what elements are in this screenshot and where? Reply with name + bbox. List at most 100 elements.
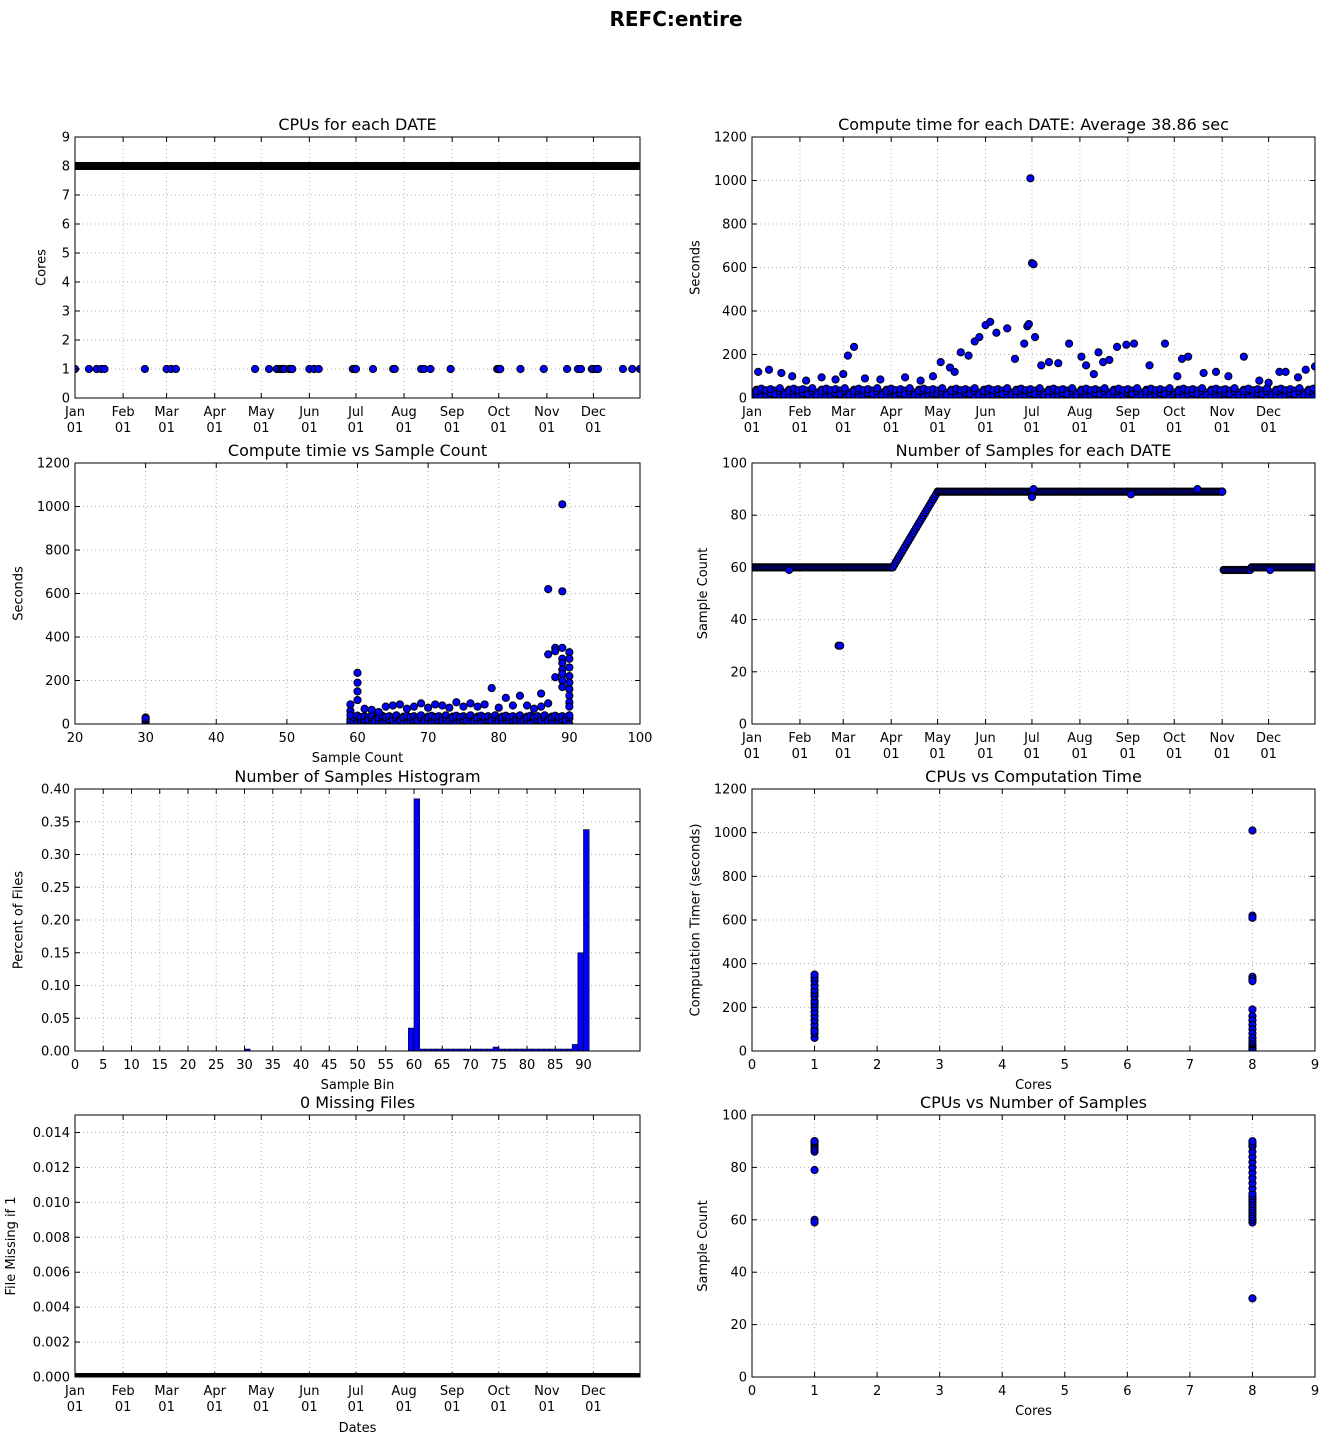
data-point bbox=[539, 364, 548, 374]
data-point bbox=[516, 364, 525, 374]
x-tick-label: Oct bbox=[1163, 731, 1185, 746]
data-point bbox=[876, 375, 885, 384]
y-tick-label: 0.004 bbox=[33, 1301, 70, 1316]
data-point bbox=[381, 702, 390, 711]
y-axis-label: Sample Count bbox=[696, 548, 711, 639]
data-point bbox=[839, 369, 848, 379]
chart-title: 0 Missing Files bbox=[300, 1093, 415, 1112]
x-tick-sublabel: 01 bbox=[1120, 747, 1137, 762]
data-point bbox=[1026, 174, 1035, 183]
data-point bbox=[1029, 260, 1038, 269]
x-tick-sublabel: 01 bbox=[158, 421, 175, 436]
data-point bbox=[1211, 367, 1221, 376]
data-point bbox=[416, 699, 426, 708]
x-tick-label: 90 bbox=[561, 731, 578, 746]
x-tick-sublabel: 01 bbox=[539, 1400, 556, 1415]
x-tick-sublabel: 01 bbox=[206, 1400, 223, 1415]
data-point bbox=[360, 704, 369, 713]
y-tick-label: 0.15 bbox=[41, 946, 70, 961]
y-tick-label: 80 bbox=[730, 1161, 747, 1176]
y-tick-label: 0.014 bbox=[33, 1126, 70, 1141]
data-point bbox=[843, 351, 852, 360]
x-tick-sublabel: 01 bbox=[1214, 421, 1231, 436]
dense-band bbox=[75, 162, 640, 170]
y-tick-label: 1200 bbox=[37, 457, 70, 472]
data-point bbox=[367, 705, 376, 714]
x-tick-label: Dec bbox=[581, 1384, 606, 1399]
x-tick-sublabel: 01 bbox=[490, 1400, 507, 1415]
data-point bbox=[1310, 362, 1315, 371]
data-point bbox=[346, 700, 355, 709]
data-point bbox=[1160, 339, 1170, 348]
data-point bbox=[1264, 378, 1273, 387]
y-tick-label: 8 bbox=[62, 160, 70, 175]
x-tick-label: 65 bbox=[434, 1058, 451, 1073]
x-tick-label: Jan bbox=[741, 405, 762, 420]
y-tick-label: 0 bbox=[62, 718, 70, 733]
x-tick-label: 25 bbox=[208, 1058, 225, 1073]
y-tick-label: 1200 bbox=[714, 783, 747, 798]
data-point bbox=[346, 711, 355, 720]
x-axis-label: Dates bbox=[339, 1421, 377, 1436]
y-tick-label: 6 bbox=[62, 218, 70, 233]
data-point bbox=[501, 693, 510, 703]
y-tick-label: 1000 bbox=[714, 174, 747, 189]
x-tick-sublabel: 01 bbox=[158, 1400, 175, 1415]
x-tick-label: 30 bbox=[236, 1058, 253, 1073]
x-tick-label: 6 bbox=[1123, 1058, 1131, 1073]
x-tick-label: 70 bbox=[420, 731, 437, 746]
y-tick-label: 0.002 bbox=[33, 1336, 70, 1351]
y-tick-label: 600 bbox=[722, 261, 747, 276]
y-tick-label: 0.10 bbox=[41, 979, 70, 994]
y-axis-label: File Missing if 1 bbox=[4, 1196, 19, 1295]
chart-title: CPUs vs Computation Time bbox=[925, 767, 1142, 786]
y-axis-label: Seconds bbox=[12, 566, 27, 621]
y-tick-label: 1200 bbox=[714, 131, 747, 146]
x-tick-sublabel: 01 bbox=[744, 421, 761, 436]
data-point bbox=[1094, 348, 1103, 357]
data-point bbox=[986, 317, 995, 326]
data-point bbox=[395, 700, 404, 709]
x-tick-sublabel: 01 bbox=[792, 421, 809, 436]
x-tick-label: 75 bbox=[490, 1058, 507, 1073]
x-tick-label: 7 bbox=[1186, 1384, 1194, 1399]
data-point bbox=[1309, 384, 1315, 393]
data-point bbox=[1255, 376, 1264, 385]
chart-samples-histogram: 0 5 10 15 20 25 30 35 40 45 50 55 60 65 70 75 80 85 90 0.00… bbox=[12, 767, 641, 1093]
x-tick-sublabel: 01 bbox=[585, 421, 602, 436]
x-tick-label: 9 bbox=[1311, 1058, 1319, 1073]
x-tick-label: Mar bbox=[831, 405, 856, 420]
y-tick-label: 0 bbox=[62, 392, 70, 407]
data-point bbox=[351, 364, 361, 374]
plot-area bbox=[244, 798, 590, 1051]
chart-compute-by-date: Jan01Feb01Mar01Apr01May01Jun01Jul01Aug01… bbox=[689, 115, 1316, 436]
data-point bbox=[810, 1137, 819, 1146]
x-tick-label: 50 bbox=[279, 731, 296, 746]
y-tick-label: 200 bbox=[722, 1001, 747, 1016]
data-point bbox=[1281, 367, 1290, 376]
data-point bbox=[100, 364, 109, 374]
y-tick-label: 40 bbox=[730, 613, 747, 628]
x-tick-sublabel: 01 bbox=[253, 421, 270, 436]
data-point bbox=[438, 701, 447, 710]
data-point bbox=[1248, 1137, 1257, 1146]
x-tick-label: Apr bbox=[880, 731, 903, 746]
plot-area bbox=[810, 1137, 1257, 1303]
x-tick-label: 80 bbox=[490, 731, 507, 746]
x-tick-label: Jul bbox=[347, 405, 364, 420]
x-tick-sublabel: 01 bbox=[977, 747, 994, 762]
histogram-bar bbox=[571, 1044, 579, 1051]
data-point bbox=[1003, 324, 1012, 333]
y-axis-label: Seconds bbox=[689, 240, 704, 295]
x-tick-label: Dec bbox=[1256, 405, 1281, 420]
x-tick-label: Oct bbox=[488, 405, 510, 420]
data-point bbox=[1248, 1294, 1257, 1303]
y-tick-label: 0.00 bbox=[41, 1045, 70, 1060]
y-tick-label: 0.012 bbox=[33, 1161, 70, 1176]
data-point bbox=[445, 703, 454, 712]
data-point bbox=[1193, 485, 1202, 494]
data-point bbox=[1029, 485, 1038, 494]
x-tick-sublabel: 01 bbox=[67, 421, 84, 436]
x-tick-sublabel: 01 bbox=[301, 421, 318, 436]
data-point bbox=[916, 376, 925, 385]
